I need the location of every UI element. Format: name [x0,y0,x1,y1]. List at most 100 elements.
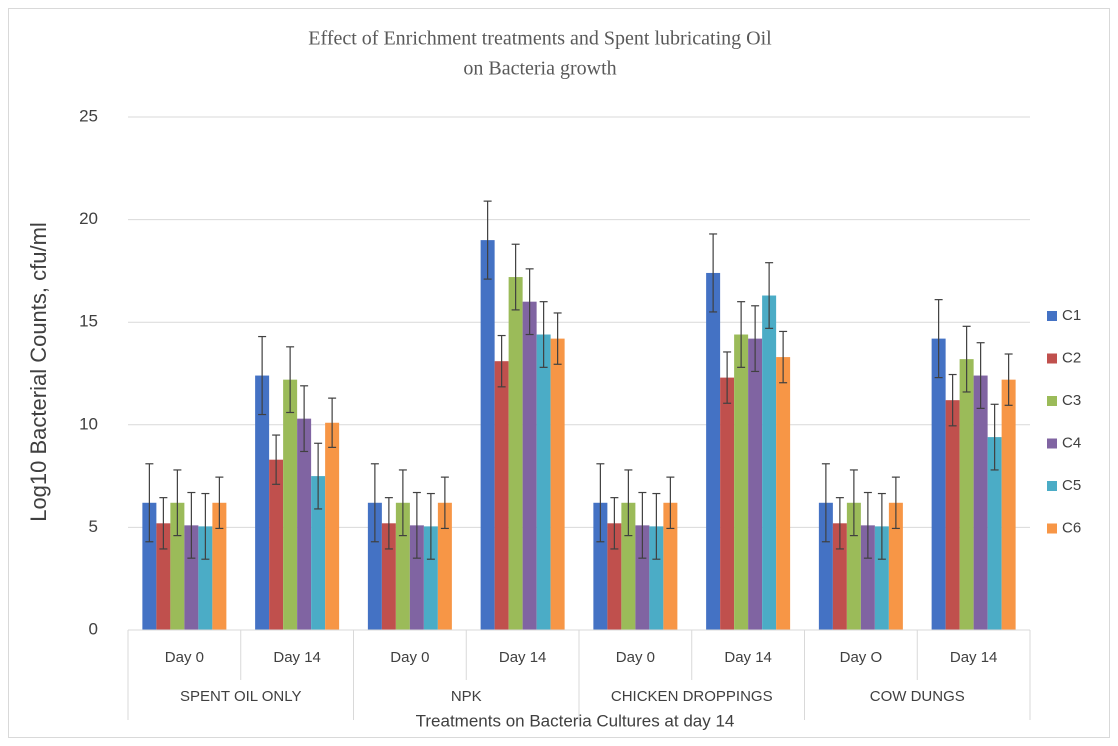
legend-swatch [1047,353,1057,364]
bar [508,277,523,630]
bar [649,526,664,630]
bar [776,357,791,630]
bar [156,523,171,630]
group-label: SPENT OIL ONLY [180,688,301,705]
error-bar [201,492,210,560]
bar [550,338,565,630]
bar [170,502,185,630]
error-bar [145,463,154,543]
bar [1001,379,1016,630]
bar [536,334,551,630]
chart-title: Effect of Enrichment treatments and Spen… [308,28,772,50]
legend-swatch [1047,311,1057,321]
bar [198,526,213,630]
error-bar [737,301,746,368]
error-bar [300,385,309,453]
error-bar [1004,353,1013,406]
group-label: CHICKEN DROPPINGS [611,688,773,705]
bar [437,502,452,630]
bar [311,476,326,630]
error-bar [553,312,562,365]
bar [945,400,960,630]
bar [621,502,636,630]
bar [381,523,396,630]
error-bar [652,492,661,560]
x-tick-label: Day 14 [724,649,772,666]
y-tick-label: 0 [89,619,98,638]
bar [663,502,678,630]
error-bar [962,325,971,393]
legend-label: C6 [1062,519,1081,536]
error-bar [849,469,858,537]
bar [931,338,946,630]
error-bar [398,469,407,537]
x-axis-label: Treatments on Bacteria Cultures at day 1… [416,711,735,730]
bar [734,334,749,630]
legend-swatch [1047,481,1057,491]
bar [762,295,777,630]
chart-frame [8,8,1110,738]
legend-swatch [1047,438,1057,449]
error-bar [638,491,647,559]
y-axis-label: Log10 Bacterial Counts, cfu/ml [26,222,51,522]
error-bar [835,497,844,550]
error-bar [525,268,534,336]
error-bar [610,497,619,550]
error-bar [821,463,830,543]
legend-label: C1 [1062,307,1081,324]
error-bar [426,492,435,560]
bar [818,502,833,630]
y-tick-label: 10 [79,414,98,433]
bar [593,502,608,630]
error-bar [990,403,999,471]
error-bar [891,476,900,530]
bar [297,418,312,630]
error-bar [370,463,379,543]
bar [522,301,537,630]
x-tick-label: Day 0 [165,649,204,666]
bar [212,502,227,630]
error-bar [440,476,449,530]
legend-swatch [1047,523,1057,534]
bar [874,526,889,630]
error-bar [258,335,267,416]
bar [706,272,721,630]
bar [987,437,1002,630]
error-bar [751,305,760,373]
y-tick-label: 5 [89,517,98,536]
error-bar [328,397,337,448]
x-tick-label: Day 14 [950,649,998,666]
error-bar [596,463,605,543]
error-bar [765,262,774,329]
bar [607,523,622,630]
error-bar [272,434,281,485]
error-bar [779,330,788,384]
bar [973,375,988,630]
group-label: NPK [451,688,482,705]
error-bar [412,491,421,559]
error-bar [863,491,872,559]
bar [255,375,270,630]
error-bar [948,373,957,427]
bar [367,502,382,630]
error-bar [723,351,732,404]
bar [846,502,861,630]
x-tick-label: Day O [840,649,883,666]
y-tick-label: 25 [79,106,98,125]
bar [720,377,735,630]
error-bar [483,200,492,280]
error-bar [286,346,295,414]
bar [480,240,495,630]
bar [409,525,424,630]
bar [142,502,157,630]
error-bar [877,492,886,560]
error-bar [624,469,633,537]
bar [748,338,763,630]
x-tick-label: Day 0 [390,649,429,666]
bar [184,525,199,630]
bar [888,502,903,630]
legend-label: C2 [1062,349,1081,366]
error-bar [215,476,224,530]
error-bar [384,497,393,550]
